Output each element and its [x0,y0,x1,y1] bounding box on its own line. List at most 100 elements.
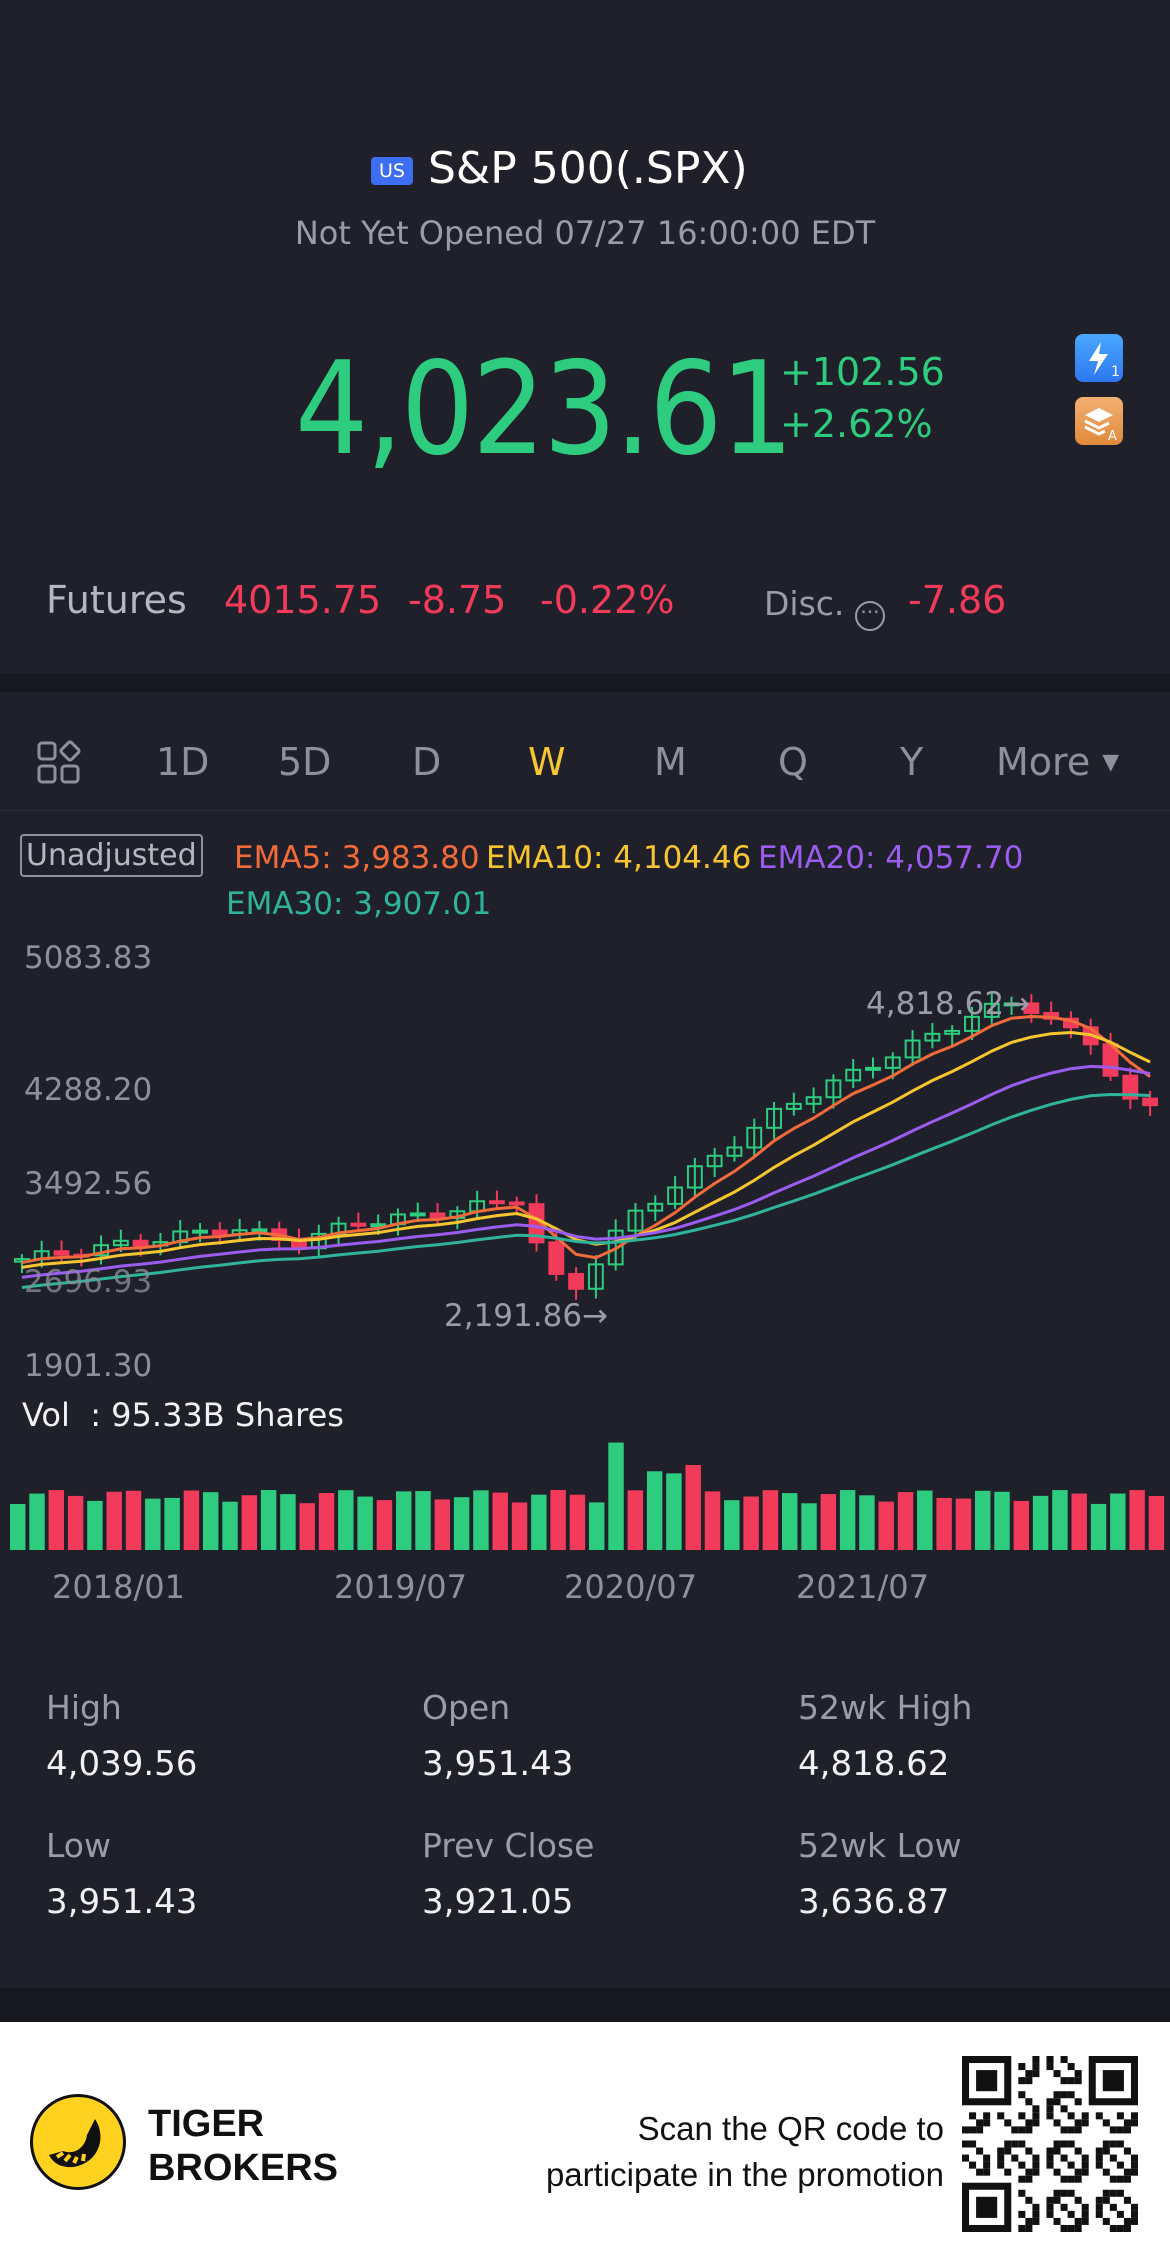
info-icon[interactable]: ··· [854,601,885,631]
volume-bar [685,1465,701,1550]
qr-module [1074,2098,1082,2106]
qr-module [1123,2119,1131,2127]
volume-bar [1013,1500,1030,1550]
qr-module [969,2126,977,2134]
volume-chart [10,1442,1165,1550]
candle-body [785,1102,802,1110]
qr-module [1116,2126,1124,2134]
qr-module [1123,2224,1131,2232]
disc-label[interactable]: Disc. ··· [764,584,885,631]
lightning-icon[interactable]: 1 [1075,334,1123,382]
qr-module [1053,2147,1061,2155]
qr-module [1074,2070,1082,2078]
candle-body [1003,1002,1020,1007]
tab-quarter[interactable]: Q [778,740,808,784]
candlestick-chart[interactable] [0,940,1170,1380]
qr-module [1011,2140,1019,2148]
brand-name: TIGER BROKERS [148,2102,338,2190]
tab-5d[interactable]: 5D [278,740,332,784]
qr-module [1130,2154,1138,2162]
promo-footer: TIGER BROKERS Scan the QR code to partic… [0,2022,1170,2265]
candle-body [53,1250,70,1256]
tab-more-label: More [996,740,1091,784]
stat-52wk-high-label: 52wk High [798,1688,973,1727]
volume-bar [762,1490,779,1550]
qr-module [1074,2217,1082,2225]
stat-open-label: Open [422,1688,511,1727]
qr-module [1109,2203,1117,2211]
volume-bar [299,1503,315,1550]
volume-bar [975,1490,991,1550]
qr-module [1074,2196,1082,2204]
qr-module [969,2140,977,2148]
qr-module [1130,2161,1138,2169]
qr-module [1046,2112,1054,2120]
qr-module [969,2161,977,2169]
qr-module [1032,2063,1040,2071]
qr-module [983,2112,991,2120]
qr-module [1081,2119,1089,2127]
tab-1d[interactable]: 1D [156,740,210,784]
qr-module [1032,2217,1040,2225]
qr-module [1046,2196,1054,2204]
volume-bar [936,1497,952,1550]
layout-grid-icon[interactable] [36,740,82,786]
ema20-label: EMA20: 4,057.70 [758,840,1024,876]
tab-more[interactable]: More ▼ [996,740,1119,784]
svg-text:1: 1 [1111,364,1120,380]
stat-low-value: 3,951.43 [46,1882,198,1922]
qr-module [1018,2210,1026,2218]
stat-52wk-low-value: 3,636.87 [798,1882,950,1922]
qr-module [1046,2203,1054,2211]
qr-module [1018,2140,1026,2148]
futures-price: 4015.75 [224,578,382,622]
qr-module [1011,2126,1019,2134]
volume-bar [396,1491,412,1550]
qr-module [1018,2077,1026,2085]
qr-module [1123,2196,1131,2204]
adjustment-toggle[interactable]: Unadjusted [20,834,203,877]
stat-52wk-low-label: 52wk Low [798,1826,962,1865]
volume-bar [280,1494,296,1550]
qr-module [1032,2203,1040,2211]
qr-module [1060,2126,1068,2134]
arrow-right-icon: → [1004,986,1031,1022]
layers-icon[interactable]: A [1075,397,1123,445]
qr-module [1095,2147,1103,2155]
qr-module [1060,2091,1068,2099]
volume-bar [569,1494,586,1550]
qr-module [1053,2140,1061,2148]
volume-bar [434,1499,451,1550]
qr-module [1011,2154,1019,2162]
tab-year[interactable]: Y [900,740,924,784]
candle-body [686,1165,703,1189]
qr-module [1102,2119,1110,2127]
tab-week[interactable]: W [528,740,566,784]
qr-module [983,2168,991,2176]
qr-module [1074,2175,1082,2183]
qr-code[interactable] [962,2056,1138,2232]
volume-bar [357,1496,373,1550]
qr-module [1109,2175,1117,2183]
qr-module [1025,2175,1033,2183]
stat-low-label: Low [46,1826,111,1865]
qr-module [1116,2175,1124,2183]
low-marker: 2,191.86→ [444,1298,608,1334]
promo-text: Scan the QR code to participate in the p… [546,2106,944,2198]
volume-bar [782,1493,798,1550]
qr-module [1060,2105,1068,2113]
qr-module [1032,2154,1040,2162]
qr-module [1109,2140,1117,2148]
candle-body [587,1263,604,1290]
x-axis-label: 2020/07 [564,1568,697,1606]
ema10-line [21,1030,1151,1269]
candle-body [825,1079,842,1099]
volume-bar [29,1493,45,1550]
quote-header: US S&P 500(.SPX) Not Yet Opened 07/27 16… [0,0,1170,672]
qr-module [1067,2112,1075,2120]
tab-day[interactable]: D [412,740,442,784]
candle-body [192,1229,208,1234]
volume-bar [164,1497,180,1550]
candle-body [667,1186,683,1205]
tab-month[interactable]: M [654,740,687,784]
